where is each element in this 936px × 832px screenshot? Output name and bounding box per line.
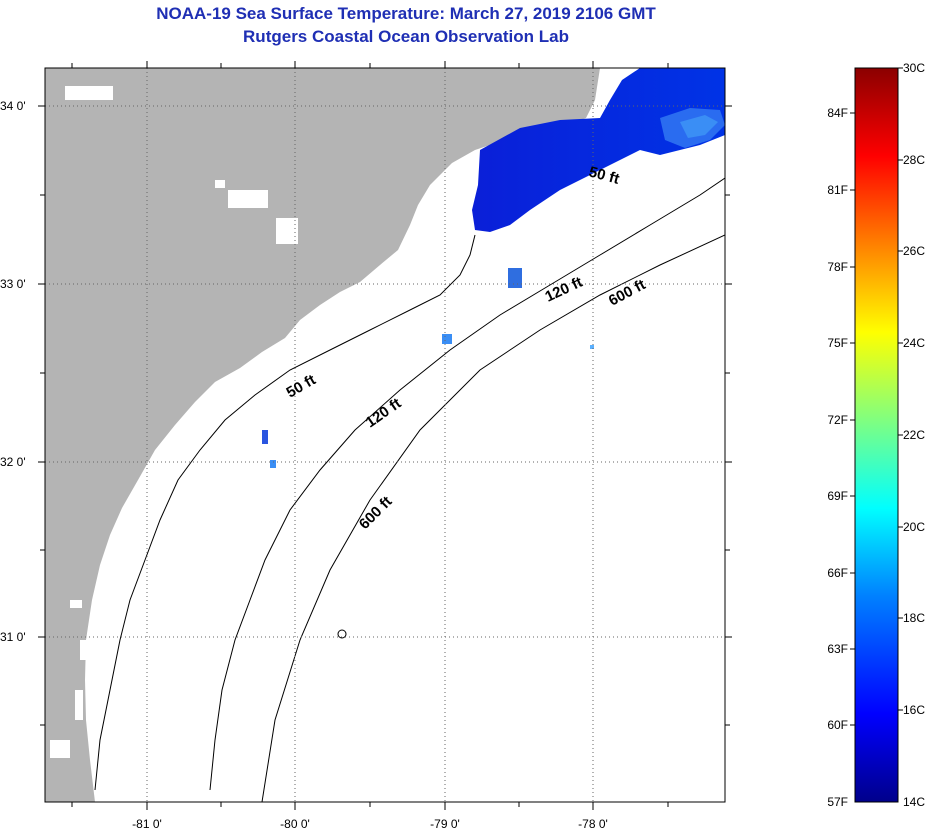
contour-600ft (261, 234, 725, 802)
colorbar-label-66f: 66F (827, 566, 848, 580)
colorbar-ticks (850, 67, 903, 726)
latitude-label-34: 34 0' (0, 99, 26, 113)
colorbar-label-60f: 60F (827, 718, 848, 732)
temperature-colorbar: 84F 81F 78F 75F 72F 69F 66F 63F 60F 57F … (827, 61, 925, 809)
map-plot-area: 50 ft 120 ft 600 ft 120 ft 600 ft 50 ft (45, 68, 725, 802)
colorbar-label-26c: 26C (903, 244, 925, 258)
colorbar-label-30c: 30C (903, 61, 925, 75)
colorbar-label-16c: 16C (903, 703, 925, 717)
bathymetry-contours (94, 177, 725, 802)
longitude-label-80: -80 0' (280, 817, 310, 831)
latitude-label-31: 31 0' (0, 630, 26, 644)
colorbar-label-14c: 14C (903, 795, 925, 809)
colorbar-gradient (854, 67, 899, 803)
map-frame (44, 67, 726, 803)
latitude-label-33: 33 0' (0, 277, 26, 291)
contour-120ft (209, 177, 725, 791)
land-speckles (50, 86, 298, 758)
axis-ticks (38, 61, 732, 810)
colorbar-label-24c: 24C (903, 336, 925, 350)
colorbar-label-63f: 63F (827, 642, 848, 656)
colorbar-label-18c: 18C (903, 611, 925, 625)
colorbar-label-81f: 81F (827, 183, 848, 197)
contour-50ft (94, 234, 476, 791)
map-subtitle: Rutgers Coastal Ocean Observation Lab (243, 27, 569, 46)
land-mass (45, 68, 600, 802)
latitude-label-32: 32 0' (0, 455, 26, 469)
colorbar-label-22c: 22C (903, 428, 925, 442)
longitude-label-79: -79 0' (430, 817, 460, 831)
colorbar-label-28c: 28C (903, 153, 925, 167)
colorbar-label-20c: 20C (903, 520, 925, 534)
colorbar-label-84f: 84F (827, 106, 848, 120)
colorbar-label-78f: 78F (827, 260, 848, 274)
colorbar-label-57f: 57F (827, 795, 848, 809)
sst-data-patches (262, 68, 725, 468)
map-title: NOAA-19 Sea Surface Temperature: March 2… (156, 4, 656, 23)
colorbar-label-75f: 75F (827, 336, 848, 350)
colorbar-label-69f: 69F (827, 489, 848, 503)
longitude-label-78: -78 0' (578, 817, 608, 831)
graticule (45, 68, 725, 802)
longitude-label-81: -81 0' (132, 817, 162, 831)
colorbar-label-72f: 72F (827, 413, 848, 427)
